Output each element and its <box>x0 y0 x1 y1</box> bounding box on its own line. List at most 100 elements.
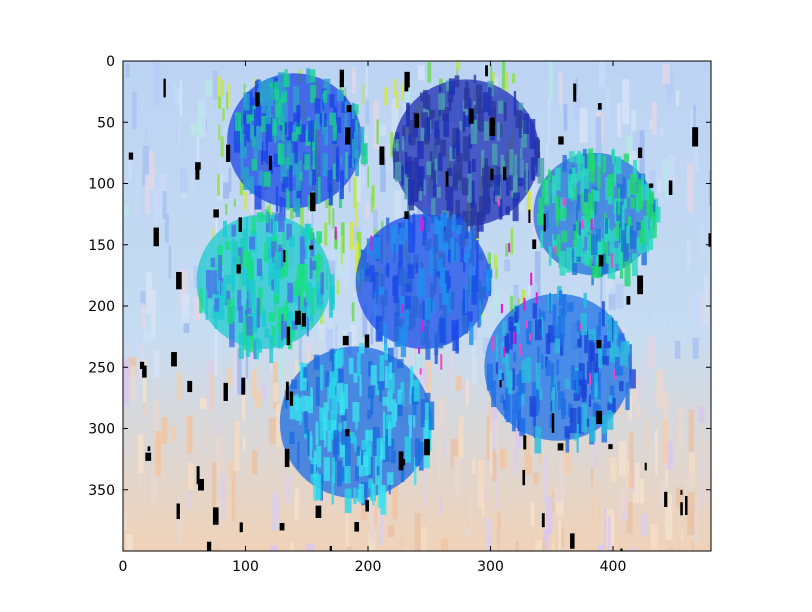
blob-stroke <box>219 244 223 266</box>
blob-stroke <box>232 266 235 293</box>
blob-stroke <box>406 156 413 178</box>
texture-speckle <box>468 108 474 124</box>
y-tick-label: 350 <box>88 483 115 499</box>
texture-streak <box>393 78 397 95</box>
texture-streak <box>528 285 531 297</box>
blob-stroke <box>602 253 606 275</box>
blob-stroke <box>414 438 420 467</box>
blob-center <box>355 207 493 364</box>
texture-streak <box>218 475 225 518</box>
blob-stroke <box>422 300 425 321</box>
texture-speckle <box>239 522 243 533</box>
texture-streak <box>306 543 315 551</box>
blob-stroke <box>578 222 581 245</box>
blob-stroke <box>300 263 308 292</box>
blob-stroke <box>501 372 505 381</box>
blob-stroke <box>310 232 315 257</box>
blob-stroke <box>559 335 565 347</box>
texture-streak <box>700 225 704 255</box>
blob-stroke <box>576 235 583 257</box>
texture-streak <box>487 252 492 274</box>
texture-speckle <box>414 113 420 128</box>
texture-streak <box>221 79 224 96</box>
blob-stroke <box>482 167 489 187</box>
texture-streak <box>421 526 428 551</box>
texture-streak <box>335 324 338 357</box>
x-tick-label: 100 <box>232 559 259 575</box>
blob-stroke <box>375 384 381 396</box>
blob-stroke <box>311 263 314 278</box>
texture-streak <box>688 409 695 452</box>
blob-stroke <box>304 153 310 171</box>
texture-speckle <box>163 78 166 98</box>
texture-streak <box>123 358 130 406</box>
blob-stroke <box>558 391 565 410</box>
blob-stroke <box>505 206 510 216</box>
blob-stroke <box>560 230 568 243</box>
blob-stroke <box>359 374 362 397</box>
blob-stroke <box>323 90 328 103</box>
blob-stroke <box>398 318 404 330</box>
blob-stroke <box>588 258 592 268</box>
texture-streak <box>199 398 208 410</box>
blob-stroke <box>557 315 561 341</box>
blob-stroke <box>321 112 325 135</box>
blob-stroke <box>324 127 329 146</box>
texture-streak <box>144 127 148 142</box>
texture-streak <box>629 431 634 475</box>
texture-streak <box>590 467 594 487</box>
texture-streak <box>385 142 392 174</box>
blob-stroke <box>613 164 617 187</box>
texture-streak <box>162 191 167 220</box>
texture-streak <box>656 370 664 408</box>
texture-streak <box>543 528 549 551</box>
blob-stroke <box>452 145 456 160</box>
texture-streak <box>472 323 478 356</box>
texture-streak <box>630 380 639 404</box>
blob-stroke <box>552 233 555 245</box>
blob-stroke <box>280 103 288 123</box>
texture-speckle <box>128 152 134 160</box>
blob-stroke <box>420 126 425 141</box>
blob-stroke <box>512 393 517 412</box>
blob-stroke <box>339 442 345 458</box>
blob-stroke <box>443 113 450 138</box>
blob-stroke <box>292 152 299 176</box>
blob-stroke <box>577 338 582 348</box>
blob-stroke <box>398 266 405 286</box>
texture-speckle <box>309 192 316 212</box>
texture-speckle <box>610 253 613 268</box>
texture-streak <box>498 516 501 529</box>
blob-stroke <box>400 382 405 406</box>
blob-stroke <box>289 395 296 420</box>
texture-streak <box>622 79 630 124</box>
texture-speckle <box>289 391 294 406</box>
blob-stroke <box>375 315 383 342</box>
texture-speckle <box>523 297 526 311</box>
blob-stroke <box>469 274 473 299</box>
blob-stroke <box>601 301 605 327</box>
texture-streak <box>245 337 249 379</box>
texture-streak <box>178 546 186 551</box>
blob-stroke <box>408 178 414 206</box>
blob-stroke <box>251 216 256 234</box>
blob-stroke <box>408 119 416 146</box>
blob-stroke <box>607 255 613 279</box>
blob-stroke <box>447 89 454 103</box>
blob-stroke <box>596 325 601 344</box>
texture-streak <box>606 267 611 309</box>
blob-stroke <box>351 104 359 115</box>
blob-stroke <box>256 105 262 126</box>
texture-streak <box>237 348 242 395</box>
texture-speckle <box>329 546 333 551</box>
blob-stroke <box>254 185 262 210</box>
blob-stroke <box>581 156 585 176</box>
blob-stroke <box>617 183 624 199</box>
blob-stroke <box>577 406 584 434</box>
blob-stroke <box>603 335 611 349</box>
blob-stroke <box>394 403 398 421</box>
blob-stroke <box>286 189 290 210</box>
blob-stroke <box>271 325 277 346</box>
blob-stroke <box>625 382 630 411</box>
texture-streak <box>598 61 606 88</box>
